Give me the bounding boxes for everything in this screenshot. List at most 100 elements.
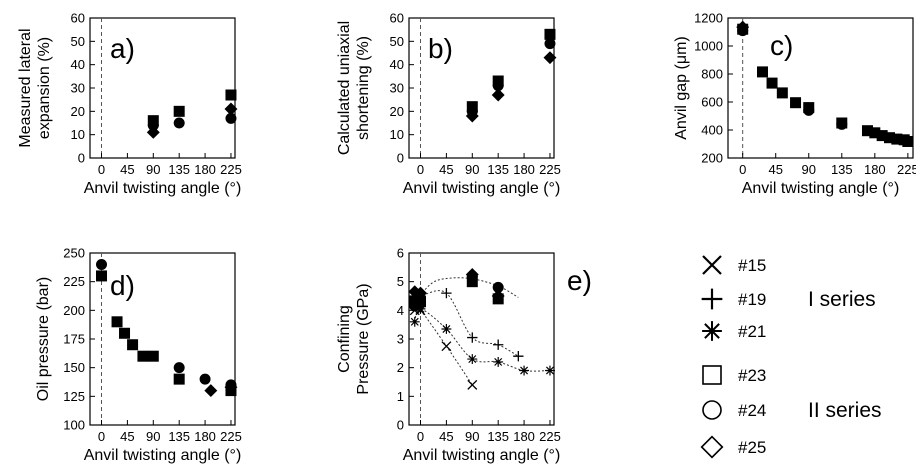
data-point-s24: [544, 38, 556, 50]
data-point-s23: [757, 66, 769, 78]
data-point-s19: [467, 332, 478, 343]
x-tick-label: 225: [539, 429, 561, 444]
x-tick-label: 135: [831, 162, 853, 177]
x-axis-label: Anvil twisting angle (°): [84, 447, 242, 464]
data-point-s21: [409, 316, 420, 327]
panel-label: e): [567, 265, 592, 296]
y-tick-label: 1: [397, 389, 404, 404]
y-tick-label: 20: [390, 104, 404, 119]
data-point-s24: [803, 104, 815, 116]
x-tick-label: 0: [98, 429, 105, 444]
y-tick-label: 400: [701, 123, 723, 138]
x-tick-label: 0: [417, 162, 424, 177]
x-tick-label: 90: [802, 162, 816, 177]
legend-marker-s21: [702, 321, 722, 341]
y-tick-label: 5: [397, 274, 404, 289]
plot-frame: [408, 252, 555, 426]
x-tick-label: 180: [513, 429, 535, 444]
data-point-s25: [146, 125, 160, 139]
y-tick-label: 800: [701, 67, 723, 82]
y-axis-label: expansion (%): [36, 37, 53, 139]
y-tick-label: 60: [71, 11, 85, 26]
legend-label: #24: [738, 401, 766, 420]
y-axis-label: Measured lateral: [17, 28, 34, 147]
x-tick-label: 45: [439, 429, 453, 444]
y-tick-label: 20: [71, 104, 85, 119]
data-point-s25: [491, 88, 505, 102]
y-tick-label: 0: [397, 418, 404, 433]
panel-label: b): [428, 33, 453, 64]
legend-label: #15: [738, 256, 766, 275]
legend: #15 #19 #21 #23 #24 #25 I series II series: [700, 255, 882, 459]
x-tick-label: 225: [897, 162, 916, 177]
x-tick-label: 180: [864, 162, 886, 177]
legend-marker-s24: [702, 400, 722, 420]
data-point-s23: [544, 28, 556, 40]
x-tick-label: 0: [98, 162, 105, 177]
y-tick-label: 2: [397, 360, 404, 375]
legend-marker-s23: [702, 365, 722, 385]
y-tick-label: 150: [63, 360, 85, 375]
legend-label: #23: [738, 366, 766, 385]
x-tick-label: 225: [220, 429, 242, 444]
chart-panel-3: 0 45 90 135 180 225 200 400 600 800 1000 1200 Anvil …: [673, 11, 916, 198]
x-tick-label: 90: [465, 429, 479, 444]
chart-panel-2: 0 45 90 135 180 225 0 10 20 30 40 50 60 Anvil twistin…: [336, 11, 561, 198]
y-tick-label: 0: [78, 151, 85, 166]
data-point-s23: [111, 316, 123, 328]
x-tick-label: 90: [146, 162, 160, 177]
x-tick-label: 90: [146, 429, 160, 444]
x-tick-label: 225: [220, 162, 242, 177]
data-point-s24: [96, 258, 108, 270]
data-point-s25: [224, 380, 238, 394]
chart-panel-1: 0 45 90 135 180 225 0 10 20 30 40 50 60 Anvil twistin…: [17, 11, 242, 198]
x-axis-label: Anvil twisting angle (°): [403, 180, 561, 197]
x-tick-label: 0: [417, 429, 424, 444]
data-point-s25: [736, 20, 750, 34]
data-point-s23: [127, 339, 139, 351]
data-point-s23: [225, 89, 237, 101]
trend-line: [414, 307, 473, 386]
y-tick-label: 40: [390, 57, 404, 72]
data-point-s21: [493, 356, 504, 367]
data-point-s23: [902, 135, 914, 147]
data-point-s24: [199, 373, 211, 385]
x-tick-label: 180: [194, 162, 216, 177]
trend-line: [414, 308, 550, 372]
x-tick-label: 45: [120, 429, 134, 444]
y-axis-label: Pressure (GPa): [355, 283, 372, 394]
data-point-s23: [96, 270, 108, 282]
legend-marker-s25: [700, 435, 724, 459]
legend-label: #25: [738, 438, 766, 457]
data-point-s15: [441, 341, 452, 352]
y-tick-label: 125: [63, 389, 85, 404]
data-point-s23: [147, 350, 159, 362]
data-point-s21: [415, 303, 426, 314]
y-axis-label: Oil pressure (bar): [35, 277, 52, 401]
data-point-s21: [441, 324, 452, 334]
x-tick-label: 45: [768, 162, 782, 177]
x-tick-label: 135: [168, 429, 190, 444]
data-point-s24: [836, 118, 848, 130]
data-point-s25: [224, 102, 238, 116]
y-axis-label: Calculated uniaxial: [336, 21, 353, 155]
x-tick-label: 90: [465, 162, 479, 177]
x-tick-label: 180: [513, 162, 535, 177]
x-tick-label: 45: [120, 162, 134, 177]
y-tick-label: 600: [701, 95, 723, 110]
y-tick-label: 1000: [694, 39, 723, 54]
x-tick-label: 135: [487, 162, 509, 177]
data-point-s21: [519, 365, 530, 376]
x-axis-label: Anvil twisting angle (°): [742, 180, 900, 197]
data-point-s21: [545, 365, 555, 376]
x-tick-label: 0: [739, 162, 746, 177]
y-tick-label: 3: [397, 332, 404, 347]
y-tick-label: 1200: [694, 11, 723, 26]
y-tick-label: 250: [63, 246, 85, 261]
y-axis-label: shortening (%): [355, 36, 372, 140]
panel-label: d): [110, 270, 135, 301]
legend-marker-s15: [702, 255, 722, 275]
x-axis-label: Anvil twisting angle (°): [84, 180, 242, 197]
